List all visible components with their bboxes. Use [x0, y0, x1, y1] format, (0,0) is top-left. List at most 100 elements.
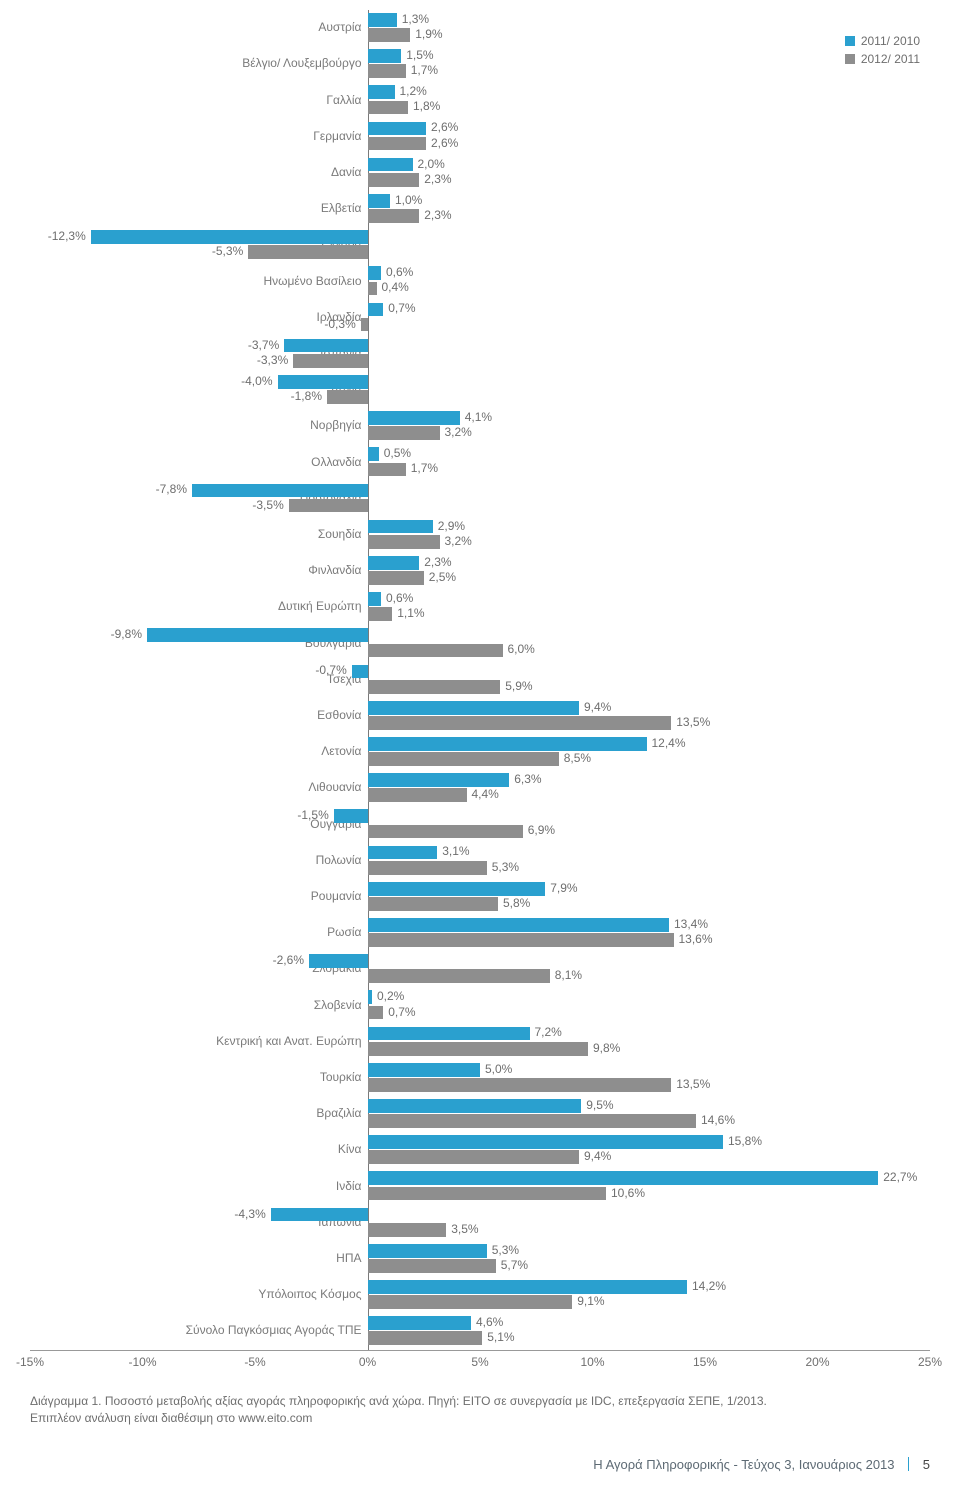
bar [368, 101, 409, 115]
footer-title: Η Αγορά Πληροφορικής - Τεύχος 3, Ιανουάρ… [593, 1457, 894, 1472]
value-label: 2,9% [438, 519, 465, 533]
caption-line2: Επιπλέον ανάλυση είναι διαθέσιμη στο www… [30, 1411, 312, 1425]
page-footer: Η Αγορά Πληροφορικής - Τεύχος 3, Ιανουάρ… [30, 1457, 930, 1472]
value-label: 5,9% [505, 679, 532, 693]
category-label: Βραζιλία [162, 1106, 362, 1120]
value-label: 9,4% [584, 700, 611, 714]
category-label: Κίνα [162, 1142, 362, 1156]
bar [289, 499, 368, 513]
value-label: 5,7% [501, 1258, 528, 1272]
value-label: 22,7% [883, 1170, 917, 1184]
table-row: Βραζιλία9,5%14,6% [30, 1096, 930, 1132]
category-label: Σύνολο Παγκόσμιας Αγοράς ΤΠΕ [162, 1323, 362, 1337]
value-label: 9,5% [586, 1098, 613, 1112]
category-label: ΗΠΑ [162, 1251, 362, 1265]
value-label: -0,7% [315, 663, 346, 677]
table-row: Τουρκία5,0%13,5% [30, 1060, 930, 1096]
table-row: Ιαπωνία-4,3%3,5% [30, 1205, 930, 1241]
value-label: 3,5% [451, 1222, 478, 1236]
table-row: Ουγγαρία-1,5%6,9% [30, 806, 930, 842]
value-label: 8,1% [555, 968, 582, 982]
bar [248, 245, 367, 259]
category-label: Ελβετία [162, 201, 362, 215]
value-label: 0,7% [388, 1005, 415, 1019]
table-row: Νορβηγία4,1%3,2% [30, 408, 930, 444]
bar [368, 752, 559, 766]
value-label: 1,9% [415, 27, 442, 41]
value-label: 3,1% [442, 844, 469, 858]
x-axis: -15%-10%-5%0%5%10%15%20%25% [30, 1351, 930, 1375]
bar [278, 375, 368, 389]
bar [368, 571, 424, 585]
category-label: Ηνωμένο Βασίλειο [162, 274, 362, 288]
value-label: -1,8% [291, 389, 322, 403]
value-label: 9,1% [577, 1294, 604, 1308]
value-label: -3,7% [248, 338, 279, 352]
value-label: 6,0% [508, 642, 535, 656]
value-label: 12,4% [652, 736, 686, 750]
bar [368, 737, 647, 751]
axis-tick: 10% [580, 1355, 604, 1369]
bar [368, 825, 523, 839]
bar [368, 1027, 530, 1041]
value-label: 1,3% [402, 12, 429, 26]
value-label: 10,6% [611, 1186, 645, 1200]
value-label: 6,9% [528, 823, 555, 837]
page-number: 5 [923, 1457, 930, 1472]
bar [147, 628, 368, 642]
bar [368, 607, 393, 621]
bar [368, 194, 391, 208]
value-label: 1,5% [406, 48, 433, 62]
table-row: Κίνα15,8%9,4% [30, 1132, 930, 1168]
bar [368, 592, 382, 606]
axis-tick: 25% [918, 1355, 942, 1369]
value-label: 2,3% [424, 555, 451, 569]
bar [327, 390, 368, 404]
value-label: 5,1% [487, 1330, 514, 1344]
table-row: Ρωσία13,4%13,6% [30, 915, 930, 951]
bar [368, 535, 440, 549]
bar [368, 788, 467, 802]
bar [368, 303, 384, 317]
bar [352, 665, 368, 679]
value-label: 8,5% [564, 751, 591, 765]
value-label: 0,6% [386, 591, 413, 605]
value-label: 9,8% [593, 1041, 620, 1055]
page: 2011/ 2010 2012/ 2011 Αυστρία1,3%1,9%Βέλ… [0, 0, 960, 1502]
bar [91, 230, 368, 244]
value-label: 13,4% [674, 917, 708, 931]
value-label: 13,6% [679, 932, 713, 946]
table-row: Κεντρική και Ανατ. Ευρώπη7,2%9,8% [30, 1024, 930, 1060]
value-label: 2,0% [418, 157, 445, 171]
axis-tick: -10% [128, 1355, 156, 1369]
bar [368, 701, 580, 715]
bar [368, 28, 411, 42]
value-label: 15,8% [728, 1134, 762, 1148]
axis-tick: 15% [693, 1355, 717, 1369]
category-label: Γαλλία [162, 93, 362, 107]
table-row: Γαλλία1,2%1,8% [30, 82, 930, 118]
bar [368, 1042, 589, 1056]
bar-chart: 2011/ 2010 2012/ 2011 Αυστρία1,3%1,9%Βέλ… [30, 10, 930, 1375]
table-row: Γερμανία2,6%2,6% [30, 119, 930, 155]
bar [368, 13, 397, 27]
category-label: Ολλανδία [162, 455, 362, 469]
bar [368, 1135, 724, 1149]
bar [368, 644, 503, 658]
category-label: Ρουμανία [162, 889, 362, 903]
bar [368, 1114, 697, 1128]
table-row: Υπόλοιπος Κόσμος14,2%9,1% [30, 1277, 930, 1313]
table-row: Σουηδία2,9%3,2% [30, 517, 930, 553]
bar [368, 773, 510, 787]
value-label: 5,3% [492, 860, 519, 874]
bar [368, 447, 379, 461]
bar [368, 122, 427, 136]
value-label: 1,2% [400, 84, 427, 98]
value-label: 2,5% [429, 570, 456, 584]
bar [368, 1006, 384, 1020]
category-label: Νορβηγία [162, 418, 362, 432]
footer-separator [908, 1457, 909, 1471]
value-label: -1,5% [297, 808, 328, 822]
value-label: 4,1% [465, 410, 492, 424]
category-label: Φινλανδία [162, 563, 362, 577]
